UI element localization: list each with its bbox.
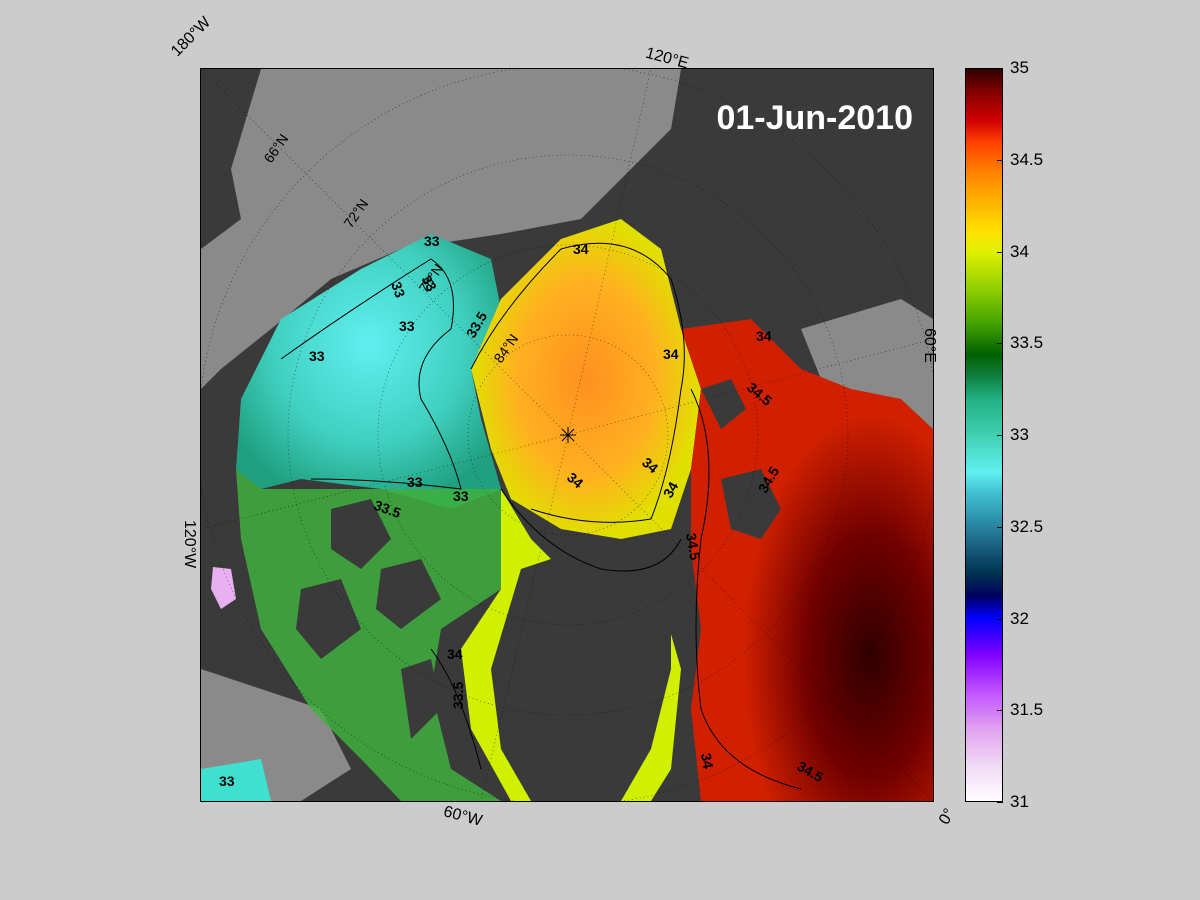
salinity-map: 66°N 72°N 78°N 84°N 33 33 33 33 33 33 33… xyxy=(201,69,933,801)
contour-label: 34 xyxy=(447,646,463,662)
greenland xyxy=(491,539,671,801)
contour-label: 33 xyxy=(388,280,408,300)
colorbar-tick-mark xyxy=(997,159,1003,161)
graticule xyxy=(201,69,933,801)
colorbar xyxy=(965,68,1003,802)
lon-label-60e: 60°E xyxy=(921,328,938,363)
colorbar-tick-mark xyxy=(997,251,1003,253)
beaufort-gyre xyxy=(236,234,501,509)
colorbar-tick-mark xyxy=(997,618,1003,620)
contour-label: 33 xyxy=(407,474,423,490)
colorbar-tick-label: 34.5 xyxy=(1010,149,1044,169)
contour-label: 33.5 xyxy=(450,682,466,709)
colorbar-tick-mark xyxy=(997,710,1003,712)
cyan-corner xyxy=(201,759,271,801)
colorbar-tick-label: 31 xyxy=(1010,792,1029,811)
contour-label: 34 xyxy=(756,328,772,344)
map-frame: 66°N 72°N 78°N 84°N 33 33 33 33 33 33 33… xyxy=(200,68,934,802)
contour-label: 33 xyxy=(418,273,440,295)
archipelago-1 xyxy=(331,499,391,569)
colorbar-tick-label: 32.5 xyxy=(1010,516,1044,536)
contour-lines xyxy=(280,242,802,790)
archipelago-2 xyxy=(376,559,441,629)
low-salinity-patch xyxy=(211,567,236,609)
colorbar-tick-label: 33 xyxy=(1010,425,1029,444)
contour-label: 34 xyxy=(698,752,716,770)
svalbard xyxy=(721,469,781,539)
north-pole-marker xyxy=(560,427,576,443)
transition-band xyxy=(236,469,531,801)
contour-label: 34 xyxy=(663,346,679,362)
colorbar-tick-label: 35 xyxy=(1010,58,1029,77)
atlantic-sector xyxy=(681,319,933,801)
colorbar-tick-label: 33.5 xyxy=(1010,333,1044,353)
colorbar-tick-mark xyxy=(997,68,1003,69)
central-basin xyxy=(471,219,701,539)
contour-label: 33 xyxy=(424,233,440,249)
contour-label: 34 xyxy=(660,479,682,501)
colorbar-tick-mark xyxy=(997,435,1003,436)
date-label: 01-Jun-2010 xyxy=(716,99,913,137)
lon-label-60w: 60°W xyxy=(441,803,484,830)
colorbar-tick-label: 31.5 xyxy=(1010,700,1044,720)
contour-label: 33 xyxy=(309,348,325,364)
franz-josef xyxy=(701,379,746,429)
lon-label-120w: 120°W xyxy=(181,520,198,569)
contour-label: 33 xyxy=(453,488,469,504)
contour-label: 33 xyxy=(219,773,235,789)
archipelago-4 xyxy=(401,659,441,739)
colorbar-tick-mark xyxy=(997,343,1003,345)
colorbar-tick-label: 34 xyxy=(1010,241,1029,261)
shelf-region-north xyxy=(201,69,681,389)
archipelago-3 xyxy=(296,579,361,659)
contour-label: 33 xyxy=(399,318,415,334)
colorbar-tick-label: 32 xyxy=(1010,608,1029,628)
contour-label: 34 xyxy=(573,241,589,257)
contour-label: 34.5 xyxy=(683,532,704,562)
lon-label-180w: 180°W xyxy=(168,13,215,61)
colorbar-tick-mark xyxy=(997,526,1003,528)
lon-label-0: 0° xyxy=(936,805,959,828)
colorbar-tick-mark xyxy=(997,802,1003,803)
